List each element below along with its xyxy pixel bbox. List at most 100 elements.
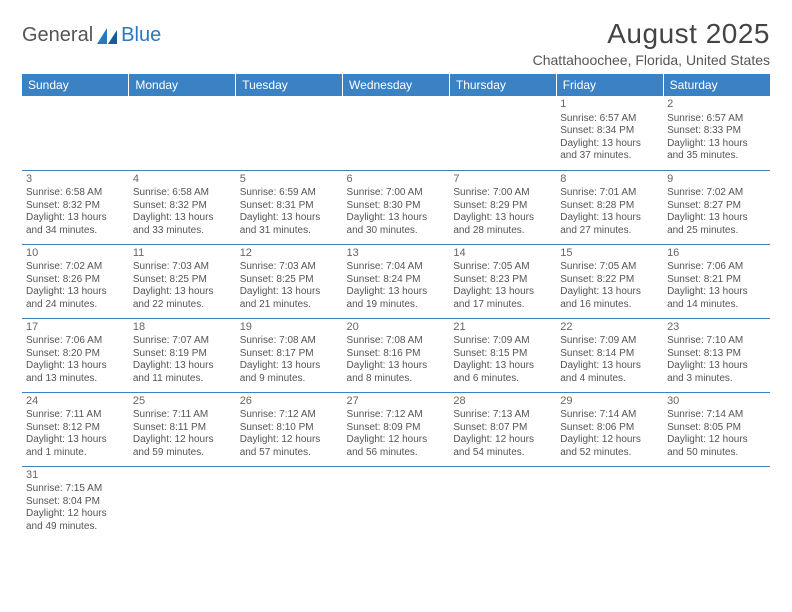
day-detail: Sunrise: 7:11 AM	[26, 409, 125, 422]
day-detail: Daylight: 13 hours	[560, 138, 659, 151]
day-detail: and 21 minutes.	[240, 299, 339, 312]
day-detail: Sunset: 8:24 PM	[347, 274, 446, 287]
day-number: 8	[560, 173, 659, 187]
day-detail: Daylight: 12 hours	[560, 434, 659, 447]
day-detail: and 54 minutes.	[453, 447, 552, 460]
day-detail: and 1 minute.	[26, 447, 125, 460]
day-detail: Sunrise: 7:05 AM	[453, 261, 552, 274]
day-detail: Sunrise: 7:02 AM	[667, 187, 766, 200]
day-detail: Sunset: 8:05 PM	[667, 422, 766, 435]
day-number: 4	[133, 173, 232, 187]
calendar-row: 10Sunrise: 7:02 AMSunset: 8:26 PMDayligh…	[22, 244, 770, 318]
day-detail: Sunrise: 7:09 AM	[560, 335, 659, 348]
day-detail: and 13 minutes.	[26, 373, 125, 386]
day-detail: Daylight: 13 hours	[453, 286, 552, 299]
day-detail: Sunset: 8:17 PM	[240, 348, 339, 361]
day-detail: and 16 minutes.	[560, 299, 659, 312]
calendar-cell	[556, 466, 663, 540]
day-detail: Sunrise: 7:09 AM	[453, 335, 552, 348]
day-detail: Sunset: 8:25 PM	[240, 274, 339, 287]
day-detail: and 25 minutes.	[667, 225, 766, 238]
day-number: 16	[667, 247, 766, 261]
day-detail: Daylight: 13 hours	[133, 212, 232, 225]
day-detail: Sunset: 8:25 PM	[133, 274, 232, 287]
header: General Blue August 2025 Chattahoochee, …	[22, 18, 770, 68]
calendar-cell: 28Sunrise: 7:13 AMSunset: 8:07 PMDayligh…	[449, 392, 556, 466]
calendar-cell: 13Sunrise: 7:04 AMSunset: 8:24 PMDayligh…	[343, 244, 450, 318]
calendar-cell: 30Sunrise: 7:14 AMSunset: 8:05 PMDayligh…	[663, 392, 770, 466]
day-detail: and 57 minutes.	[240, 447, 339, 460]
day-detail: Daylight: 13 hours	[453, 360, 552, 373]
calendar-cell: 9Sunrise: 7:02 AMSunset: 8:27 PMDaylight…	[663, 170, 770, 244]
dayhead-wednesday: Wednesday	[343, 74, 450, 96]
page-title: August 2025	[533, 18, 770, 50]
day-detail: Daylight: 13 hours	[560, 286, 659, 299]
day-detail: Sunset: 8:31 PM	[240, 200, 339, 213]
day-detail: and 56 minutes.	[347, 447, 446, 460]
calendar-body: 1Sunrise: 6:57 AMSunset: 8:34 PMDaylight…	[22, 96, 770, 540]
day-detail: Sunrise: 7:03 AM	[240, 261, 339, 274]
day-detail: Daylight: 13 hours	[667, 360, 766, 373]
day-detail: Daylight: 12 hours	[240, 434, 339, 447]
day-detail: Daylight: 13 hours	[240, 360, 339, 373]
calendar-cell: 7Sunrise: 7:00 AMSunset: 8:29 PMDaylight…	[449, 170, 556, 244]
day-detail: Daylight: 13 hours	[240, 212, 339, 225]
dayhead-friday: Friday	[556, 74, 663, 96]
day-detail: Sunrise: 7:14 AM	[667, 409, 766, 422]
day-detail: and 34 minutes.	[26, 225, 125, 238]
calendar-cell: 19Sunrise: 7:08 AMSunset: 8:17 PMDayligh…	[236, 318, 343, 392]
day-detail: and 24 minutes.	[26, 299, 125, 312]
day-detail: and 27 minutes.	[560, 225, 659, 238]
day-detail: Daylight: 13 hours	[26, 286, 125, 299]
dayhead-saturday: Saturday	[663, 74, 770, 96]
calendar-cell: 3Sunrise: 6:58 AMSunset: 8:32 PMDaylight…	[22, 170, 129, 244]
dayhead-sunday: Sunday	[22, 74, 129, 96]
day-detail: Sunrise: 7:11 AM	[133, 409, 232, 422]
day-number: 23	[667, 321, 766, 335]
day-number: 5	[240, 173, 339, 187]
title-block: August 2025 Chattahoochee, Florida, Unit…	[533, 18, 770, 68]
day-detail: Sunset: 8:07 PM	[453, 422, 552, 435]
dayhead-thursday: Thursday	[449, 74, 556, 96]
day-detail: Sunrise: 7:06 AM	[667, 261, 766, 274]
sail-icon	[97, 28, 119, 44]
day-detail: Sunset: 8:23 PM	[453, 274, 552, 287]
calendar-cell	[343, 96, 450, 170]
calendar-cell: 14Sunrise: 7:05 AMSunset: 8:23 PMDayligh…	[449, 244, 556, 318]
calendar-head: SundayMondayTuesdayWednesdayThursdayFrid…	[22, 74, 770, 96]
day-detail: Sunrise: 6:57 AM	[560, 113, 659, 126]
calendar-cell: 18Sunrise: 7:07 AMSunset: 8:19 PMDayligh…	[129, 318, 236, 392]
day-detail: Daylight: 13 hours	[26, 434, 125, 447]
day-detail: and 33 minutes.	[133, 225, 232, 238]
calendar-cell: 25Sunrise: 7:11 AMSunset: 8:11 PMDayligh…	[129, 392, 236, 466]
day-detail: Sunset: 8:16 PM	[347, 348, 446, 361]
day-detail: Daylight: 13 hours	[347, 286, 446, 299]
day-detail: and 30 minutes.	[347, 225, 446, 238]
calendar-cell: 26Sunrise: 7:12 AMSunset: 8:10 PMDayligh…	[236, 392, 343, 466]
dayhead-monday: Monday	[129, 74, 236, 96]
calendar-cell: 12Sunrise: 7:03 AMSunset: 8:25 PMDayligh…	[236, 244, 343, 318]
day-number: 9	[667, 173, 766, 187]
logo-text-blue: Blue	[121, 24, 161, 47]
day-detail: Sunset: 8:20 PM	[26, 348, 125, 361]
calendar-cell: 2Sunrise: 6:57 AMSunset: 8:33 PMDaylight…	[663, 96, 770, 170]
day-number: 22	[560, 321, 659, 335]
day-detail: Sunrise: 7:10 AM	[667, 335, 766, 348]
day-detail: Daylight: 13 hours	[133, 360, 232, 373]
day-detail: Daylight: 13 hours	[560, 212, 659, 225]
calendar-cell: 16Sunrise: 7:06 AMSunset: 8:21 PMDayligh…	[663, 244, 770, 318]
calendar-cell	[449, 466, 556, 540]
day-detail: and 14 minutes.	[667, 299, 766, 312]
day-number: 13	[347, 247, 446, 261]
day-detail: and 37 minutes.	[560, 150, 659, 163]
day-number: 1	[560, 98, 659, 112]
day-detail: and 22 minutes.	[133, 299, 232, 312]
calendar-cell: 10Sunrise: 7:02 AMSunset: 8:26 PMDayligh…	[22, 244, 129, 318]
day-detail: Daylight: 13 hours	[667, 286, 766, 299]
calendar-row: 3Sunrise: 6:58 AMSunset: 8:32 PMDaylight…	[22, 170, 770, 244]
day-number: 20	[347, 321, 446, 335]
calendar-cell: 29Sunrise: 7:14 AMSunset: 8:06 PMDayligh…	[556, 392, 663, 466]
calendar-row: 31Sunrise: 7:15 AMSunset: 8:04 PMDayligh…	[22, 466, 770, 540]
calendar-cell: 27Sunrise: 7:12 AMSunset: 8:09 PMDayligh…	[343, 392, 450, 466]
day-detail: and 19 minutes.	[347, 299, 446, 312]
